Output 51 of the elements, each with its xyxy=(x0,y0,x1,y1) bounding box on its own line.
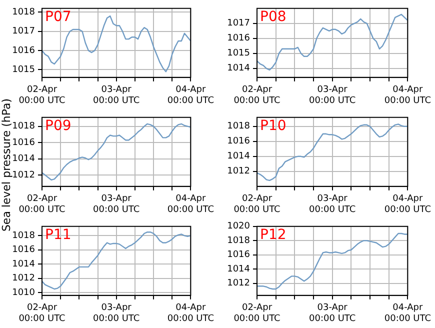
x-tick-label: 04-Apr 00:00 UTC xyxy=(384,194,431,215)
y-tick-label: 1016 xyxy=(12,46,36,56)
y-axis-title: Sea level pressure (hPa) xyxy=(0,97,13,234)
x-tick-label: 03-Apr 00:00 UTC xyxy=(309,303,356,324)
y-tick-label: 1016 xyxy=(227,34,250,44)
chart-title: P12 xyxy=(260,227,286,244)
x-tick-label: 04-Apr 00:00 UTC xyxy=(167,85,214,106)
y-tick-label: 1017 xyxy=(12,26,35,37)
y-tick-label: 1015 xyxy=(227,48,250,59)
y-tick-label: 1016 xyxy=(227,136,250,147)
y-tick-label: 1018 xyxy=(227,236,250,246)
y-tick-label: 1017 xyxy=(227,18,250,29)
x-tick-label: 02-Apr 00:00 UTC xyxy=(234,85,280,106)
x-tick-label: 03-Apr 00:00 UTC xyxy=(93,85,140,106)
y-tick-label: 1012 xyxy=(227,166,250,177)
y-tick-label: 1014 xyxy=(227,64,250,74)
y-tick-label: 1016 xyxy=(12,138,36,148)
y-tick-label: 1018 xyxy=(12,8,36,18)
x-tick-label: 02-Apr 00:00 UTC xyxy=(234,303,280,324)
y-tick-label: 1012 xyxy=(227,278,250,289)
y-tick-label: 1014 xyxy=(227,264,250,274)
x-tick-label: 03-Apr 00:00 UTC xyxy=(309,85,356,106)
y-tick-label: 1014 xyxy=(12,154,36,164)
chart-title: P07 xyxy=(45,9,72,26)
y-tick-label: 1012 xyxy=(12,274,35,284)
y-tick-label: 1014 xyxy=(12,259,36,270)
x-tick-label: 04-Apr 00:00 UTC xyxy=(384,303,431,324)
y-tick-label: 1015 xyxy=(12,65,35,76)
y-tick-label: 1018 xyxy=(12,230,36,241)
x-tick-label: 02-Apr 00:00 UTC xyxy=(234,194,280,215)
x-tick-label: 04-Apr 00:00 UTC xyxy=(167,303,214,324)
y-tick-label: 1010 xyxy=(12,288,36,298)
x-tick-label: 03-Apr 00:00 UTC xyxy=(93,194,140,215)
y-tick-label: 1014 xyxy=(227,152,250,162)
y-tick-label: 1012 xyxy=(12,170,35,180)
chart-title: P10 xyxy=(260,118,286,134)
x-tick-label: 02-Apr 00:00 UTC xyxy=(18,85,66,106)
x-tick-label: 04-Apr 00:00 UTC xyxy=(384,85,431,106)
x-tick-label: 04-Apr 00:00 UTC xyxy=(167,194,214,215)
chart-title: P09 xyxy=(45,118,72,134)
x-tick-label: 03-Apr 00:00 UTC xyxy=(93,303,140,324)
x-tick-label: 02-Apr 00:00 UTC xyxy=(18,194,66,215)
chart-title: P11 xyxy=(45,227,72,244)
chart-title: P08 xyxy=(260,9,286,26)
x-tick-label: 03-Apr 00:00 UTC xyxy=(309,194,356,215)
y-tick-label: 1016 xyxy=(12,245,36,256)
y-tick-label: 1018 xyxy=(227,122,250,132)
x-tick-label: 02-Apr 00:00 UTC xyxy=(18,303,66,324)
y-tick-label: 1020 xyxy=(227,222,250,232)
y-tick-label: 1016 xyxy=(227,250,250,260)
y-tick-label: 1018 xyxy=(12,122,36,132)
